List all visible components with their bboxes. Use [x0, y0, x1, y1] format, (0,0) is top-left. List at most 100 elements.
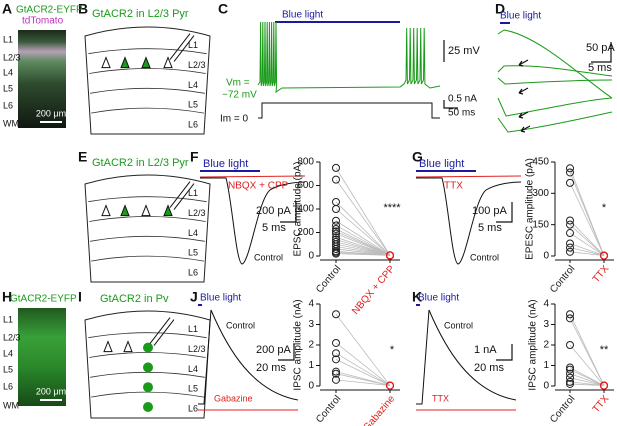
layer-border	[90, 87, 205, 94]
drug-trace	[199, 175, 306, 178]
pair-line	[569, 377, 605, 386]
y-tick-label: 300	[532, 188, 549, 199]
pair-line	[335, 373, 391, 386]
significance: *	[390, 344, 395, 356]
layer-label: L1	[188, 188, 198, 198]
scale-label: 50 ms	[448, 108, 475, 119]
pair-line	[569, 220, 605, 256]
drug-label: TTX	[444, 181, 463, 192]
category-label: Control	[548, 264, 577, 296]
point	[332, 229, 340, 238]
panel-letter: J	[190, 289, 198, 305]
point	[332, 338, 340, 347]
pipette	[149, 317, 175, 346]
drug-trace	[415, 175, 522, 178]
control-label: Control	[470, 252, 499, 262]
layer-label: L4	[3, 348, 13, 358]
scale-label: 200 μm	[36, 108, 66, 118]
neuron	[163, 204, 173, 217]
layer-label: L6	[188, 267, 198, 277]
vm-label: −72 mV	[222, 90, 257, 101]
layer-border	[89, 68, 206, 74]
layer-border	[90, 235, 205, 242]
drug-label: NBQX + CPP	[228, 181, 289, 192]
trace	[497, 65, 613, 77]
pair-line	[569, 318, 605, 386]
point	[386, 251, 394, 260]
y-tick-label: 0	[308, 381, 314, 392]
trace	[497, 77, 613, 85]
layer-label: L4	[188, 364, 198, 374]
pair-line	[335, 201, 391, 256]
point	[566, 168, 574, 177]
scale-bar	[591, 42, 612, 63]
neuron	[101, 56, 111, 69]
pair-line	[569, 251, 605, 256]
layer-label: L6	[188, 119, 198, 129]
scale-label: 20 ms	[256, 362, 286, 374]
layer-label: L6	[188, 403, 198, 413]
panel-letter: F	[190, 149, 199, 165]
scale-label: 200 pA	[256, 205, 292, 217]
significance: ****	[383, 202, 401, 214]
layer-label: L5	[188, 100, 198, 110]
pair-line	[569, 247, 605, 256]
point	[566, 178, 574, 187]
scale-label: 200 μm	[36, 386, 66, 396]
arrow	[518, 59, 529, 67]
category-label: NBQX + CPP	[350, 263, 397, 317]
layer-label: L1	[188, 40, 198, 50]
point	[566, 310, 574, 319]
point	[566, 243, 574, 252]
y-tick-label: 2	[543, 340, 549, 351]
arrow	[518, 87, 529, 95]
pair-line	[569, 373, 605, 386]
panel-title: GtACR2 in L2/3 Pyr	[92, 157, 189, 169]
scale-label: 25 mV	[448, 45, 480, 57]
layer-border	[90, 391, 205, 398]
panel-letter: I	[78, 289, 82, 305]
pair-line	[569, 243, 605, 256]
panel-letter: E	[78, 149, 87, 165]
point	[600, 381, 608, 390]
pair-line	[335, 208, 391, 256]
y-tick-label: 200	[297, 227, 314, 238]
pair-line	[335, 352, 391, 386]
neuron	[101, 204, 111, 217]
layer-label: L5	[3, 364, 13, 374]
layer-border	[90, 255, 205, 262]
point	[332, 249, 340, 258]
stain-label: GtACR2-EYFP	[16, 5, 83, 16]
point	[566, 220, 574, 229]
y-tick-label: 0	[543, 251, 549, 262]
neuron	[120, 56, 130, 69]
drug-label: TTX	[432, 393, 449, 403]
light-label: Blue light	[418, 293, 459, 304]
panel-letter: A	[2, 1, 12, 17]
neuron	[103, 340, 113, 353]
panel-title: GtACR2 in L2/3 Pyr	[92, 8, 189, 20]
point	[566, 379, 574, 388]
trace	[497, 97, 613, 117]
control-trace	[416, 309, 517, 405]
interneuron	[143, 362, 153, 373]
layer-label: L5	[188, 248, 198, 258]
im-label: Im = 0	[220, 114, 249, 125]
layer-label: L1	[188, 324, 198, 334]
pair-line	[335, 233, 391, 256]
pipette	[169, 181, 195, 210]
point	[566, 239, 574, 248]
category-label: Gabazine	[361, 393, 397, 426]
point	[332, 175, 340, 184]
point	[566, 247, 574, 256]
control-label: Control	[444, 320, 473, 330]
pair-line	[569, 232, 605, 256]
layer-label: L4	[3, 67, 13, 77]
layer-border	[89, 216, 206, 222]
y-tick-label: 0	[543, 381, 549, 392]
point	[332, 205, 340, 213]
point	[332, 227, 340, 236]
arrow	[518, 111, 529, 119]
point	[332, 369, 340, 378]
point	[332, 310, 340, 319]
